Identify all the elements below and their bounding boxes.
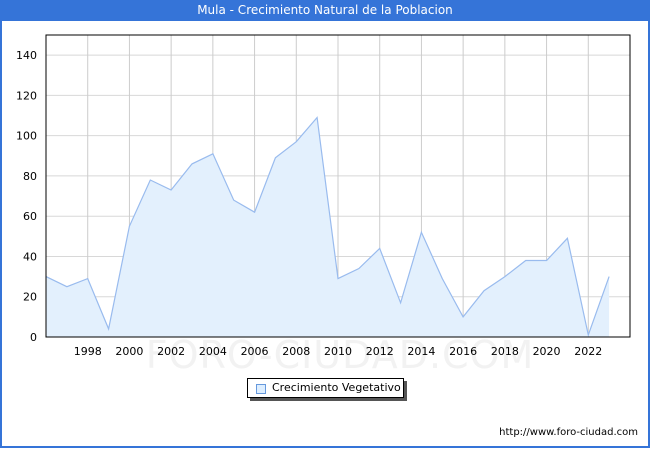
svg-text:2016: 2016 bbox=[449, 345, 477, 358]
y-axis-ticks: 0 20 40 60 80 100 120 140 bbox=[16, 49, 37, 344]
watermark: FORO-CIUDAD.COM bbox=[146, 333, 535, 377]
data-line bbox=[45, 116, 610, 338]
svg-text:2006: 2006 bbox=[241, 345, 269, 358]
svg-text:2018: 2018 bbox=[491, 345, 519, 358]
svg-text:0: 0 bbox=[30, 331, 37, 344]
plot-border bbox=[45, 34, 631, 338]
svg-text:60: 60 bbox=[23, 210, 37, 223]
x-axis-ticks: 1998 2000 2002 2004 2006 2008 2010 2012 2014 2016… bbox=[74, 345, 603, 358]
legend: Crecimiento Vegetativo bbox=[247, 378, 404, 398]
svg-text:2014: 2014 bbox=[407, 345, 435, 358]
legend-swatch-icon bbox=[256, 384, 266, 394]
source-url: http://www.foro-ciudad.com bbox=[499, 427, 638, 438]
svg-text:2008: 2008 bbox=[282, 345, 310, 358]
svg-text:140: 140 bbox=[16, 49, 37, 62]
svg-text:100: 100 bbox=[16, 130, 37, 143]
chart-title: Mula - Crecimiento Natural de la Poblaci… bbox=[0, 0, 650, 21]
legend-label: Crecimiento Vegetativo bbox=[272, 381, 401, 394]
svg-text:2012: 2012 bbox=[366, 345, 394, 358]
svg-text:2002: 2002 bbox=[157, 345, 185, 358]
svg-text:2010: 2010 bbox=[324, 345, 352, 358]
svg-text:2020: 2020 bbox=[533, 345, 561, 358]
svg-text:80: 80 bbox=[23, 170, 37, 183]
svg-text:40: 40 bbox=[23, 250, 37, 263]
area-fill bbox=[46, 117, 610, 337]
svg-text:1998: 1998 bbox=[74, 345, 102, 358]
svg-text:2022: 2022 bbox=[574, 345, 602, 358]
svg-text:2004: 2004 bbox=[199, 345, 227, 358]
svg-text:2000: 2000 bbox=[115, 345, 143, 358]
svg-text:120: 120 bbox=[16, 89, 37, 102]
svg-text:20: 20 bbox=[23, 291, 37, 304]
